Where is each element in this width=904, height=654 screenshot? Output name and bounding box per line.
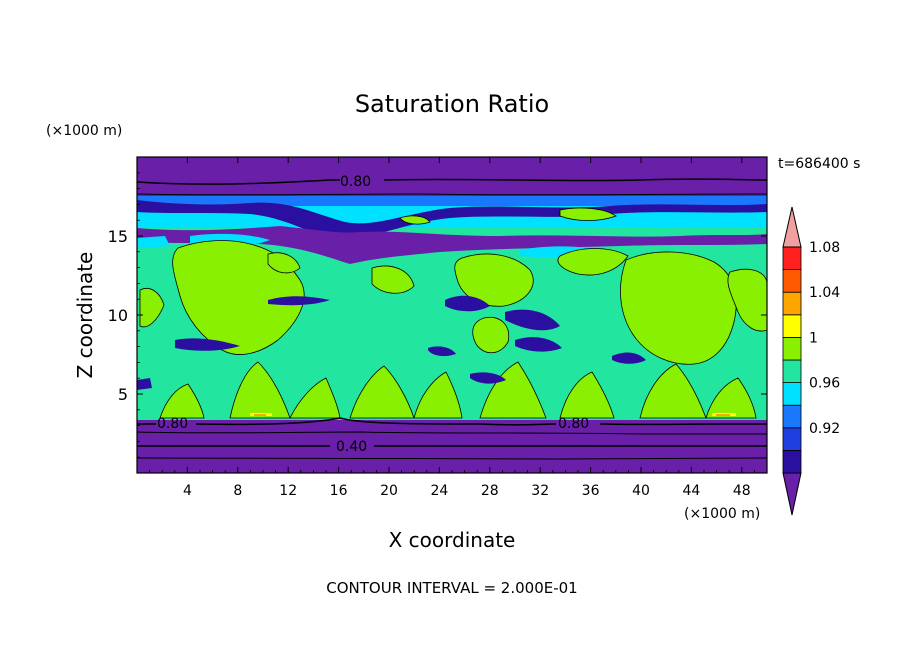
upper-cyan-patches (137, 233, 610, 258)
colorbar-segment (782, 314, 802, 338)
colorbar-segment (782, 449, 802, 474)
contour-interval-footer: CONTOUR INTERVAL = 2.000E-01 (326, 579, 577, 597)
x-unit-label: (×1000 m) (684, 506, 760, 522)
x-tick-label: 28 (481, 483, 499, 499)
y-tick-label: 10 (108, 306, 128, 325)
x-axis-ticks: 4 8 12 16 20 24 28 32 36 40 44 48 (149, 157, 755, 499)
x-tick-label: 32 (531, 483, 549, 499)
supersaturation-spots (250, 413, 736, 416)
x-tick-label: 24 (430, 483, 448, 499)
contour-label-right: 0.80 (558, 416, 589, 432)
colorbar-segment (782, 359, 802, 384)
time-label: t=686400 s (778, 156, 860, 172)
upper-dark-band (137, 200, 767, 240)
x-tick-label: 20 (380, 483, 398, 499)
colorbar-label: 1.04 (809, 285, 840, 301)
colorbar-segment (782, 246, 802, 271)
colorbar-label: 1 (809, 330, 818, 346)
colorbar-segment (782, 291, 802, 316)
x-tick-label: 4 (183, 483, 192, 499)
colorbar-upper-triangle (782, 206, 802, 248)
colorbar-segment (782, 269, 802, 293)
plot-area: 0.80 0.80 0.80 0.40 (137, 157, 767, 473)
colorbar-lower-triangle (782, 472, 802, 516)
contour-label-bottom: 0.40 (336, 439, 367, 455)
upper-purple-band (137, 226, 767, 264)
x-axis-label: X coordinate (389, 528, 516, 552)
contour-lines (137, 178, 767, 460)
colorbar-label: 0.92 (809, 421, 840, 437)
colorbar-segment (782, 427, 802, 451)
colorbar-label: 0.96 (809, 376, 840, 392)
x-tick-label: 8 (233, 483, 242, 499)
x-tick-label: 16 (330, 483, 348, 499)
chart-title: Saturation Ratio (355, 90, 549, 118)
x-tick-label: 48 (733, 483, 751, 499)
cloud-blobs (139, 207, 767, 419)
y-axis-label: Z coordinate (73, 252, 97, 379)
dry-streaks (137, 295, 646, 390)
x-tick-label: 12 (279, 483, 297, 499)
y-unit-label: (×1000 m) (46, 123, 122, 139)
y-axis-ticks: 5 10 15 (108, 172, 767, 458)
x-tick-label: 36 (582, 483, 600, 499)
colorbar-segment (782, 404, 802, 429)
x-tick-label: 40 (632, 483, 650, 499)
colorbar: 0.92 0.96 1 1.04 1.08 (782, 206, 840, 516)
colorbar-segment (782, 336, 802, 361)
colorbar-segment (782, 382, 802, 406)
contour-label-top: 0.80 (340, 174, 371, 190)
colorbar-label: 1.08 (809, 240, 840, 256)
layer-upper-transition (137, 196, 767, 208)
y-tick-label: 5 (118, 385, 128, 404)
contour-label-left: 0.80 (157, 416, 188, 432)
y-tick-label: 15 (108, 227, 128, 246)
x-tick-label: 44 (682, 483, 700, 499)
layer-top-dry (137, 157, 767, 198)
